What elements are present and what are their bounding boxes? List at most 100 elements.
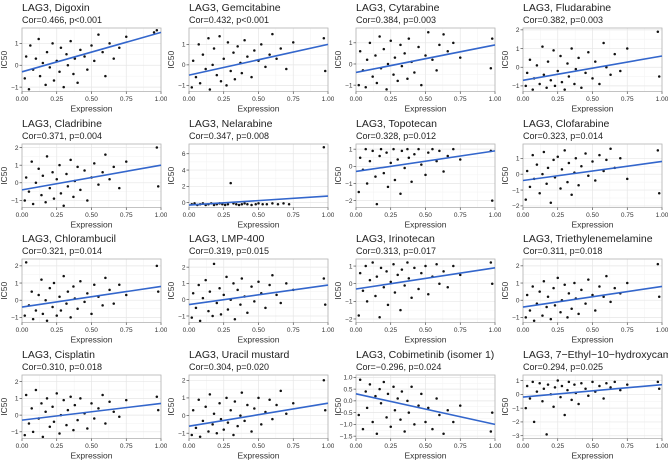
x-tick-label: 0.00 xyxy=(16,96,29,103)
x-axis-label: Expression xyxy=(404,450,446,460)
data-point xyxy=(399,43,402,47)
y-tick-label: 0 xyxy=(349,281,353,288)
data-point xyxy=(194,426,198,429)
x-tick-label: 0.75 xyxy=(120,96,133,103)
data-point xyxy=(403,166,406,169)
data-point xyxy=(560,80,564,84)
data-point xyxy=(605,274,608,278)
data-point xyxy=(389,424,392,428)
scatter-panel: LAG3, Topotecan Cor=0.328, p=0.012 0.00 0.2… xyxy=(334,116,501,232)
data-point xyxy=(253,49,256,52)
x-axis-label: Expression xyxy=(571,335,613,345)
y-axis-label: IC50 xyxy=(167,166,176,184)
data-point xyxy=(385,88,388,91)
x-tick-label: 0.75 xyxy=(287,327,300,334)
y-axis-label: IC50 xyxy=(334,397,343,415)
data-point xyxy=(407,37,411,40)
x-tick-label: 0.25 xyxy=(384,443,397,450)
scatter-panel: LAG3, Cytarabine Cor=0.384, p=0.003 0.00 0.… xyxy=(334,0,501,116)
data-point xyxy=(51,170,54,173)
panel-stats: Cor=0.311, p=0.018 xyxy=(523,246,603,256)
x-tick-label: 0.75 xyxy=(287,96,300,103)
data-point xyxy=(403,52,406,55)
data-point xyxy=(609,300,612,304)
data-point xyxy=(580,381,583,385)
data-point xyxy=(545,86,548,90)
data-point xyxy=(489,66,493,70)
x-tick-label: 0.50 xyxy=(419,327,432,334)
data-point xyxy=(104,152,107,156)
panel-title: LAG3, Fludarabine xyxy=(523,2,612,14)
data-point xyxy=(125,398,128,401)
y-tick-label: 0.5 xyxy=(343,386,352,393)
data-point xyxy=(446,50,449,53)
data-point xyxy=(292,401,295,404)
data-point xyxy=(371,261,374,264)
data-point xyxy=(400,389,404,393)
panel-title: LAG3, Digoxin xyxy=(22,2,90,14)
data-point xyxy=(378,387,381,390)
data-point xyxy=(226,420,230,424)
data-point xyxy=(44,298,47,302)
data-point xyxy=(385,150,388,154)
data-point xyxy=(374,294,377,298)
data-point xyxy=(382,47,386,51)
data-point xyxy=(37,293,40,297)
data-point xyxy=(79,48,82,52)
y-tick-label: 0 xyxy=(15,180,19,187)
data-point xyxy=(393,56,397,59)
data-point xyxy=(385,415,388,419)
data-point xyxy=(386,185,390,188)
data-point xyxy=(65,302,68,305)
data-point xyxy=(65,53,68,56)
data-point xyxy=(23,314,27,317)
data-point xyxy=(379,147,383,150)
y-tick-label: 1.0 xyxy=(343,374,352,381)
data-point xyxy=(393,408,397,412)
data-point xyxy=(66,408,70,411)
data-point xyxy=(424,54,427,57)
data-point xyxy=(427,30,430,34)
data-point xyxy=(368,159,372,162)
data-point xyxy=(406,261,409,264)
panel-title: LAG3, Irinotecan xyxy=(356,233,435,245)
data-point xyxy=(446,154,449,157)
panel-title: LAG3, 7−Ethyl−10−hydroxycamptothecin xyxy=(523,348,668,361)
data-point xyxy=(541,172,544,175)
x-axis-label: Expression xyxy=(70,219,112,229)
data-point xyxy=(104,276,107,280)
y-tick-label: 0 xyxy=(15,297,19,304)
data-point xyxy=(97,182,100,186)
data-point xyxy=(424,173,427,176)
x-axis-label: Expression xyxy=(70,335,112,345)
data-point xyxy=(226,308,230,311)
panel-plot: 0.00 0.25 0.50 0.75 1.00 −1 0 1 2 Expression IC50 xyxy=(501,27,668,113)
y-tick-label: −2 xyxy=(512,203,520,210)
data-point xyxy=(207,36,210,40)
data-point xyxy=(275,293,278,297)
data-point xyxy=(386,303,390,307)
x-tick-label: 0.25 xyxy=(50,212,63,219)
data-point xyxy=(265,202,269,205)
data-point xyxy=(79,280,82,283)
x-tick-label: 1.00 xyxy=(155,96,167,103)
data-point xyxy=(489,261,493,264)
x-axis-label: Expression xyxy=(404,104,446,114)
data-point xyxy=(37,37,40,41)
data-point xyxy=(24,261,28,264)
data-point xyxy=(156,408,160,411)
y-tick-label: 6 xyxy=(182,151,186,158)
data-point xyxy=(271,274,274,277)
data-point xyxy=(553,385,557,389)
data-point xyxy=(598,285,601,288)
data-point xyxy=(215,301,219,305)
panel-stats: Cor=0.304, p=0.020 xyxy=(189,361,270,372)
data-point xyxy=(591,293,594,297)
y-tick-label: −2 xyxy=(345,197,353,204)
y-axis-label: IC50 xyxy=(0,166,9,184)
data-point xyxy=(417,287,420,291)
panel-title: LAG3, Chlorambucil xyxy=(22,233,116,245)
x-tick-label: 0.25 xyxy=(217,212,230,219)
data-point xyxy=(41,435,45,438)
data-point xyxy=(101,304,104,307)
